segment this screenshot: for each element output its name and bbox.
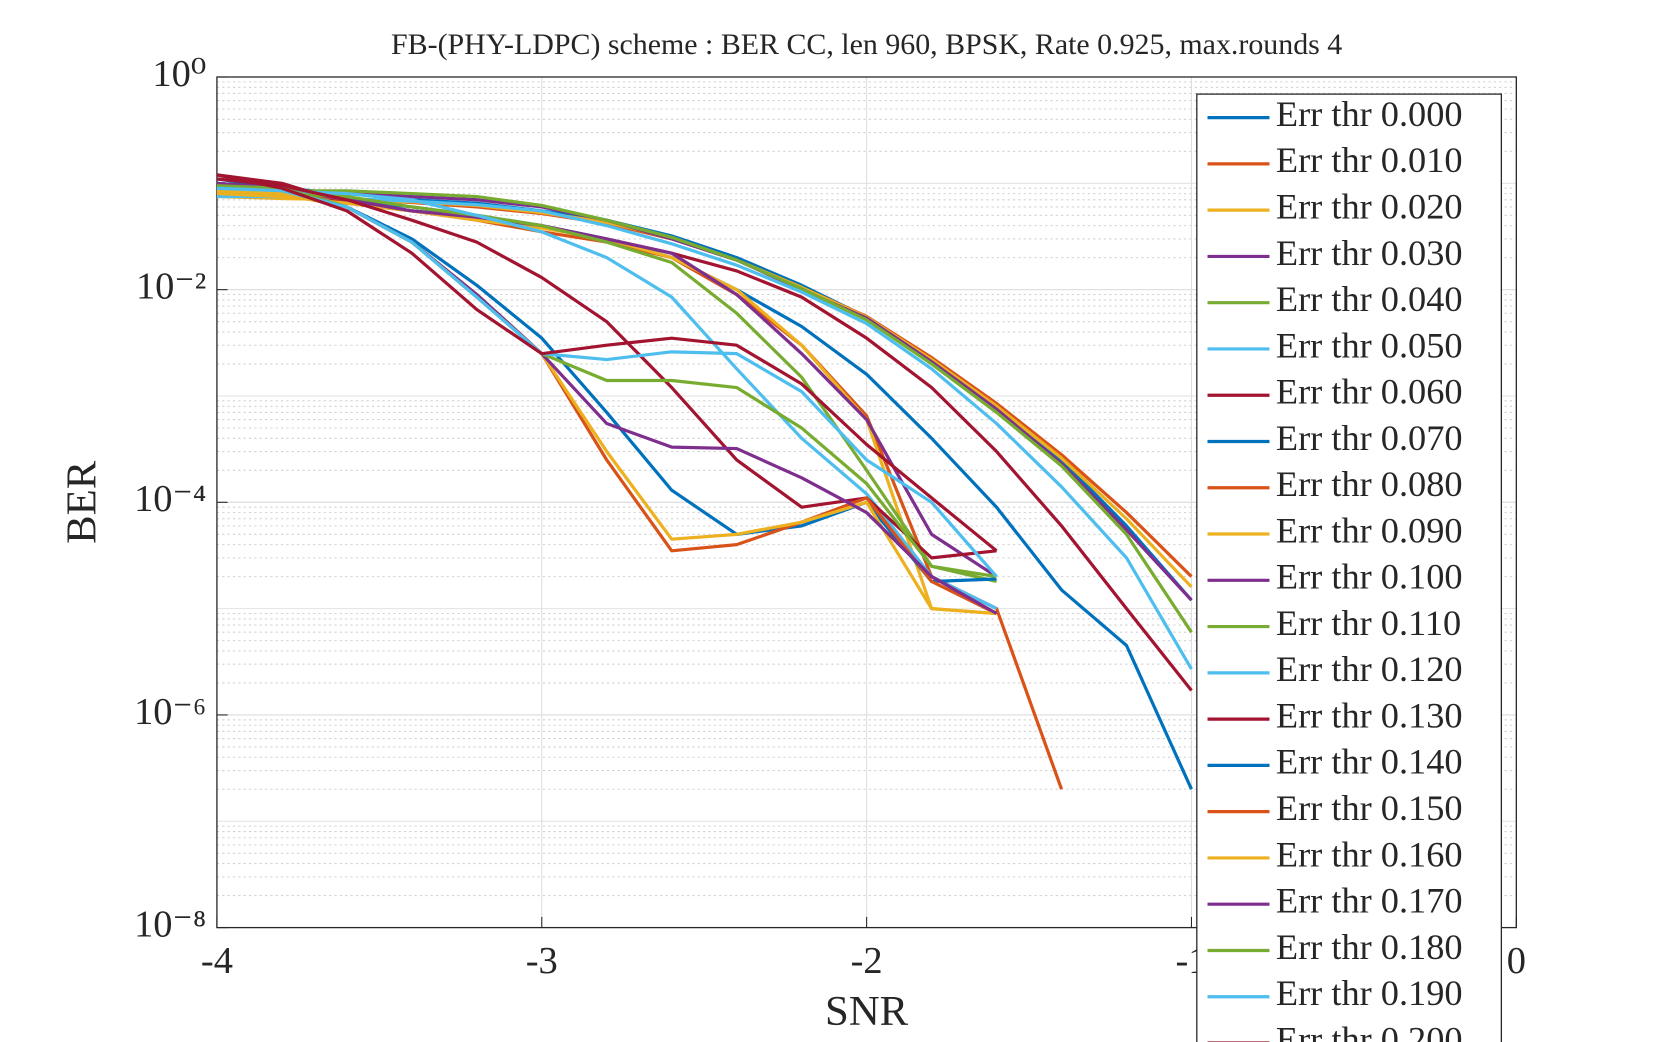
legend-label: Err thr 0.170: [1276, 881, 1463, 921]
y-tick-label: 10⁻⁶: [134, 691, 206, 733]
legend-box: [1196, 93, 1503, 1042]
legend-label: Err thr 0.060: [1276, 372, 1463, 412]
legend-label: Err thr 0.090: [1276, 510, 1463, 550]
y-tick-label: 10⁻⁴: [134, 478, 206, 520]
series-line: [216, 189, 1193, 634]
legend-label: Err thr 0.010: [1276, 140, 1463, 180]
legend-label: Err thr 0.150: [1276, 788, 1463, 828]
x-axis-label: SNR: [825, 988, 909, 1035]
y-tick-label: 10⁰: [152, 53, 206, 95]
legend-label: Err thr 0.190: [1276, 973, 1463, 1013]
legend-label: Err thr 0.080: [1276, 464, 1463, 504]
legend-label: Err thr 0.160: [1276, 834, 1463, 874]
legend-label: Err thr 0.040: [1276, 279, 1463, 319]
series-line: [216, 194, 1193, 670]
legend-label: Err thr 0.050: [1276, 325, 1463, 365]
y-axis-label: BER: [58, 460, 105, 544]
x-tick-label: -3: [526, 940, 558, 982]
legend-label: Err thr 0.110: [1276, 603, 1461, 643]
x-tick-label: 0: [1507, 940, 1526, 982]
y-tick-label: 10⁻⁸: [134, 903, 206, 945]
axes-box: [216, 76, 1517, 929]
x-tick-label: -4: [201, 940, 233, 982]
series-line: [216, 173, 998, 553]
legend-label: Err thr 0.030: [1276, 233, 1463, 273]
legend-label: Err thr 0.000: [1276, 94, 1463, 134]
legend-label: Err thr 0.020: [1276, 186, 1463, 226]
legend-label: Err thr 0.130: [1276, 695, 1463, 735]
legend-label: Err thr 0.140: [1276, 742, 1463, 782]
legend-label: Err thr 0.100: [1276, 557, 1463, 597]
y-tick-label: 10⁻²: [136, 265, 206, 307]
x-tick-label: -2: [851, 940, 883, 982]
series-line: [216, 189, 997, 584]
legend-label: Err thr 0.200: [1276, 1019, 1463, 1042]
legend-label: Err thr 0.180: [1276, 927, 1463, 967]
series-line: [216, 186, 998, 578]
series-line: [216, 186, 998, 611]
chart-title: FB-(PHY-LDPC) scheme : BER CC, len 960, …: [391, 28, 1342, 61]
legend-label: Err thr 0.070: [1276, 418, 1463, 458]
legend-label: Err thr 0.120: [1276, 649, 1463, 689]
